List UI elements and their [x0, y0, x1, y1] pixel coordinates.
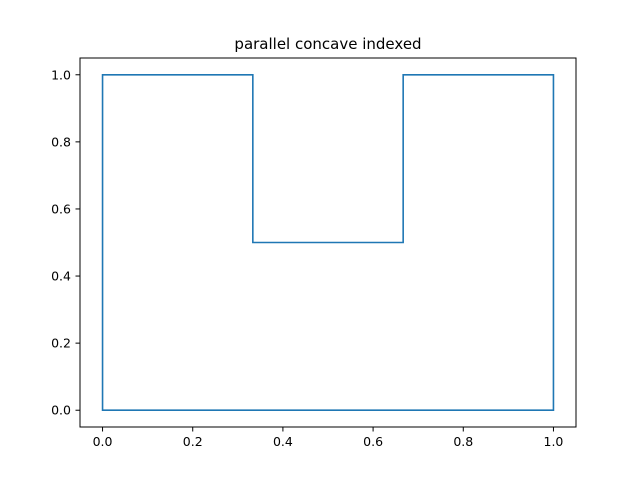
- x-tick-label: 1.0: [544, 434, 564, 449]
- series-layer: [101, 73, 555, 412]
- x-tick-label: 0.8: [453, 434, 473, 449]
- y-tick-label: 0.0: [51, 403, 71, 418]
- plot-frame: [79, 57, 577, 428]
- y-tick-label: 0.2: [51, 336, 71, 351]
- x-tick-label: 0.2: [183, 434, 203, 449]
- y-axis: 0.0 0.2 0.4 0.6 0.8 1.0: [51, 67, 80, 418]
- x-tick-label: 0.4: [273, 434, 293, 449]
- y-tick-label: 1.0: [51, 67, 71, 82]
- x-tick-label: 0.0: [93, 434, 113, 449]
- y-tick-label: 0.4: [51, 269, 71, 284]
- chart-title: parallel concave indexed: [234, 35, 421, 53]
- x-tick-label: 0.6: [363, 434, 383, 449]
- x-axis: 0.0 0.2 0.4 0.6 0.8 1.0: [93, 427, 564, 449]
- y-tick-label: 0.8: [51, 134, 71, 149]
- y-tick-label: 0.6: [51, 201, 71, 216]
- plot-area: [79, 57, 577, 428]
- series-line-0: [101, 73, 555, 412]
